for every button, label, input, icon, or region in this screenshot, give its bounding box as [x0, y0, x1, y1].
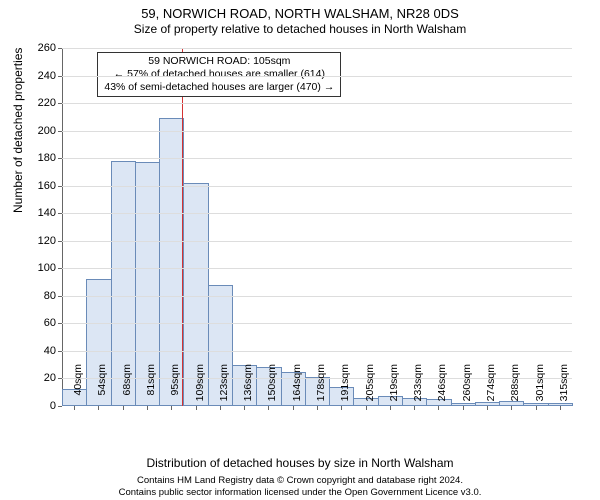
- x-tick-label: 40sqm: [72, 364, 84, 410]
- x-tick-label: 109sqm: [194, 364, 206, 410]
- x-tick-label: 178sqm: [315, 364, 327, 410]
- x-tick-label: 95sqm: [169, 364, 181, 410]
- bars-container: [62, 48, 572, 406]
- x-tick-label: 288sqm: [509, 364, 521, 410]
- y-tick-label: 160: [38, 180, 62, 192]
- x-axis-title: Distribution of detached houses by size …: [0, 456, 600, 470]
- gridline: [62, 268, 572, 269]
- x-tick-label: 54sqm: [96, 364, 108, 410]
- gridline: [62, 48, 572, 49]
- y-tick-label: 240: [38, 70, 62, 82]
- y-tick-label: 60: [44, 317, 62, 329]
- x-tick-label: 123sqm: [218, 364, 230, 410]
- x-tick-label: 219sqm: [388, 364, 400, 410]
- y-tick-label: 200: [38, 125, 62, 137]
- x-tick-label: 274sqm: [485, 364, 497, 410]
- gridline: [62, 131, 572, 132]
- gridline: [62, 213, 572, 214]
- footer-attribution: Contains HM Land Registry data © Crown c…: [0, 475, 600, 498]
- y-tick-label: 220: [38, 97, 62, 109]
- x-tick-label: 81sqm: [145, 364, 157, 410]
- histogram-bar: [159, 118, 184, 406]
- x-tick-label: 260sqm: [461, 364, 473, 410]
- x-tick-label: 315sqm: [558, 364, 570, 410]
- annotation-line-3: 43% of semi-detached houses are larger (…: [104, 81, 334, 94]
- y-tick-label: 260: [38, 42, 62, 54]
- x-tick-label: 68sqm: [121, 364, 133, 410]
- x-tick-label: 233sqm: [412, 364, 424, 410]
- y-tick-label: 140: [38, 207, 62, 219]
- y-tick-label: 40: [44, 345, 62, 357]
- footer-line-1: Contains HM Land Registry data © Crown c…: [0, 475, 600, 486]
- y-tick-label: 80: [44, 290, 62, 302]
- x-tick-label: 136sqm: [242, 364, 254, 410]
- gridline: [62, 296, 572, 297]
- x-tick-label: 301sqm: [534, 364, 546, 410]
- x-tick-label: 191sqm: [339, 364, 351, 410]
- gridline: [62, 241, 572, 242]
- y-tick-label: 0: [50, 400, 62, 412]
- chart-subtitle: Size of property relative to detached ho…: [0, 22, 600, 36]
- gridline: [62, 76, 572, 77]
- gridline: [62, 323, 572, 324]
- y-tick-label: 180: [38, 152, 62, 164]
- gridline: [62, 103, 572, 104]
- x-tick-label: 150sqm: [266, 364, 278, 410]
- gridline: [62, 158, 572, 159]
- x-tick-label: 205sqm: [364, 364, 376, 410]
- gridline: [62, 351, 572, 352]
- gridline: [62, 186, 572, 187]
- y-axis-title: Number of detached properties: [11, 48, 25, 213]
- x-tick-label: 246sqm: [436, 364, 448, 410]
- plot-area: 59 NORWICH ROAD: 105sqm ← 57% of detache…: [62, 48, 572, 406]
- annotation-line-1: 59 NORWICH ROAD: 105sqm: [104, 55, 334, 68]
- x-tick-label: 164sqm: [291, 364, 303, 410]
- reference-marker-line: [182, 48, 183, 406]
- footer-line-2: Contains public sector information licen…: [0, 487, 600, 498]
- y-tick-label: 100: [38, 262, 62, 274]
- y-tick-label: 120: [38, 235, 62, 247]
- chart-main-title: 59, NORWICH ROAD, NORTH WALSHAM, NR28 0D…: [0, 6, 600, 21]
- y-tick-label: 20: [44, 372, 62, 384]
